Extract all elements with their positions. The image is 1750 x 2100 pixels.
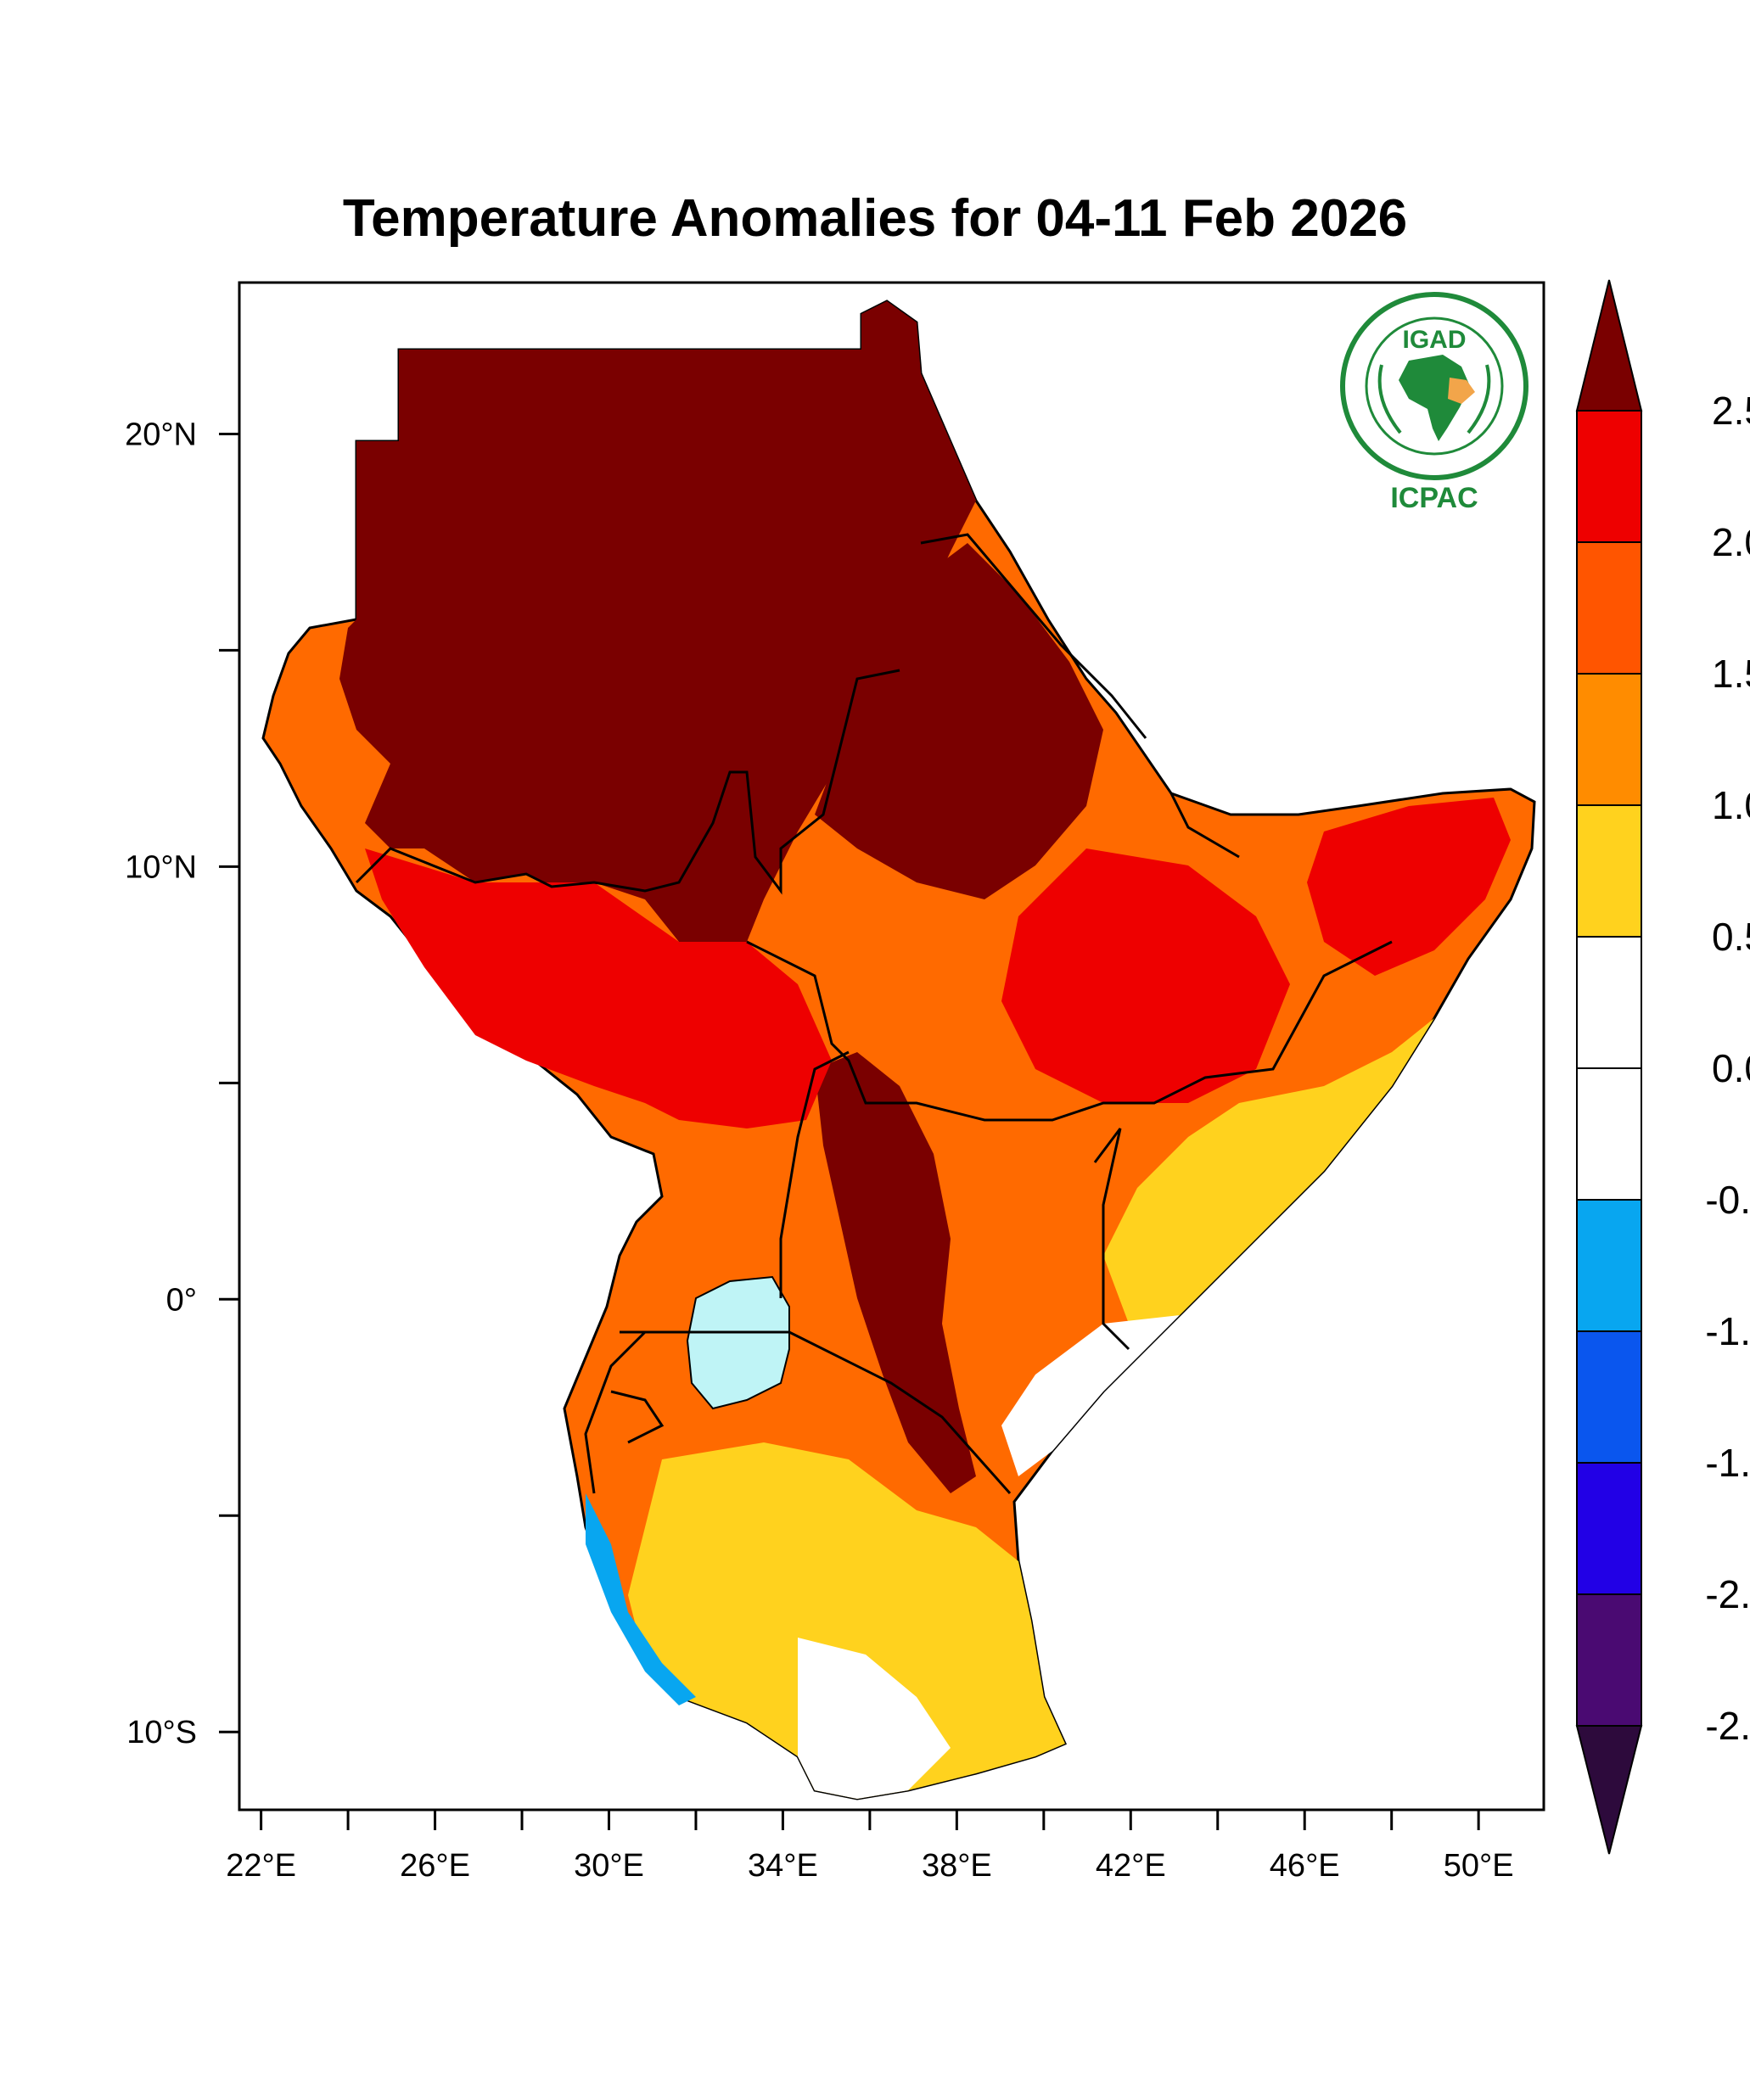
anomaly-zone-tanzania <box>628 1442 1065 1799</box>
lon-tick-label: 50°E <box>1444 1848 1514 1884</box>
colorbar-top-arrow <box>1575 279 1643 412</box>
anomaly-zone-kenya-coast <box>1001 1315 1180 1476</box>
anomaly-zone-rift <box>815 1052 976 1493</box>
colorbar-band <box>1576 1199 1642 1332</box>
anomaly-zone-somalia-north <box>1307 798 1511 976</box>
colorbar-band <box>1576 1067 1642 1201</box>
country-borders <box>355 533 1393 1494</box>
anomaly-zone-ethiopia-east <box>1001 848 1290 1103</box>
lat-tick-label: 10°N <box>125 849 197 885</box>
colorbar-label: -1.0 <box>1705 1309 1750 1353</box>
lat-tick-label: 10°S <box>126 1715 197 1750</box>
lon-tick-label: 42°E <box>1096 1848 1166 1884</box>
anomaly-zone-sudan <box>339 301 976 942</box>
colorbar-band <box>1576 804 1642 938</box>
anomaly-zone-ethiopia-north <box>815 543 1103 899</box>
map-title: Temperature Anomalies for 04-11 Feb 2026 <box>342 189 1408 248</box>
logo-top-text: IGAD <box>1403 326 1467 354</box>
lon-tick-label: 38°E <box>922 1848 992 1884</box>
colorbar-band <box>1576 1462 1642 1595</box>
colorbar-label: 1.5 <box>1712 652 1750 696</box>
lat-tick-label: 20°N <box>125 417 197 452</box>
anomaly-zone-tanzania-south <box>798 1638 951 1799</box>
colorbar-label: -2.0 <box>1705 1572 1750 1616</box>
colorbar-band <box>1576 673 1642 806</box>
colorbar-label: -2.5 <box>1705 1704 1750 1748</box>
anomaly-zone-somalia-south <box>1103 1018 1434 1324</box>
colorbar-band <box>1576 541 1642 675</box>
colorbar-band <box>1576 936 1642 1069</box>
colorbar-bottom-arrow <box>1575 1725 1643 1855</box>
colorbar-label: 2.0 <box>1712 520 1750 564</box>
lake-victoria <box>686 1275 790 1410</box>
lon-tick-label: 34°E <box>748 1848 818 1884</box>
lon-tick-label: 22°E <box>226 1848 296 1884</box>
horn-of-africa-icon <box>1448 378 1475 404</box>
latitude-axis: 20°N 10°N 0° 10°S <box>125 417 239 1750</box>
colorbar-label: -0.5 <box>1705 1178 1750 1222</box>
colorbar-band <box>1576 410 1642 543</box>
colorbar-band <box>1576 1593 1642 1727</box>
lon-tick-label: 30°E <box>574 1848 644 1884</box>
colorbar-label: 1.0 <box>1712 783 1750 827</box>
africa-map-icon <box>1399 355 1470 441</box>
colorbar-band <box>1576 1330 1642 1464</box>
anomaly-zone-coast-cold <box>586 1493 696 1705</box>
longitude-axis: 22°E 26°E 30°E 34°E 38°E 42°E 46°E 50°E <box>226 1810 1514 1884</box>
igad-icpac-logo: IGAD ICPAC <box>1340 292 1528 514</box>
colorbar-label: 0.0 <box>1712 1046 1750 1090</box>
colorbar-label: 2.5 <box>1712 389 1750 433</box>
lat-tick-label: 0° <box>166 1282 197 1318</box>
lon-tick-label: 26°E <box>400 1848 470 1884</box>
anomaly-zone-south-sudan <box>365 848 832 1128</box>
colorbar-label: 0.5 <box>1712 915 1750 959</box>
colorbar: 2.5 2.0 1.5 1.0 0.5 0.0 -0.5 -1.0 -1.5 -2.0 -2.5 <box>1575 279 1750 1855</box>
logo-bottom-text: ICPAC <box>1390 482 1478 514</box>
lon-tick-label: 46°E <box>1270 1848 1340 1884</box>
colorbar-label: -1.5 <box>1705 1441 1750 1485</box>
laurel-icon <box>1377 364 1491 434</box>
